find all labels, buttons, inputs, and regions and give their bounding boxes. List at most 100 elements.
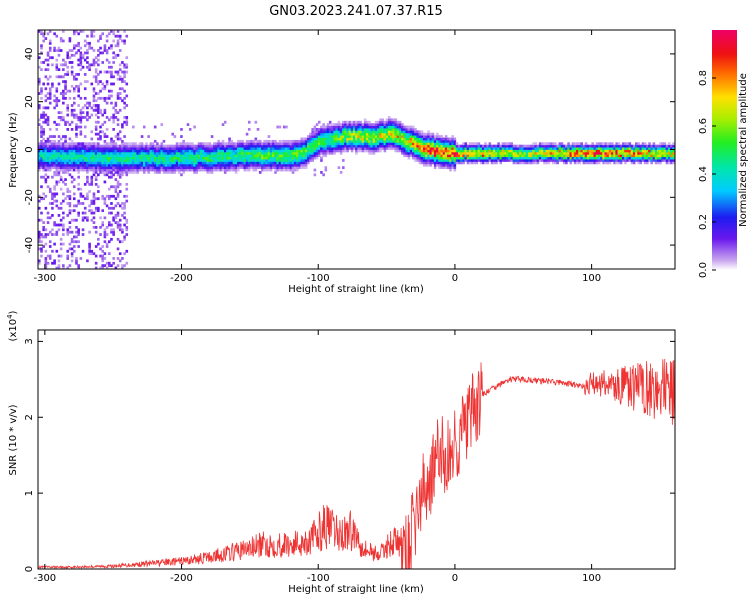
heatmap-cell xyxy=(68,161,72,165)
heatmap-cell xyxy=(479,156,483,160)
heatmap-cell xyxy=(490,161,494,165)
heatmap-cell xyxy=(239,159,242,162)
heatmap-cell xyxy=(562,154,566,158)
heatmap-cell xyxy=(254,159,258,162)
heatmap-cell xyxy=(140,147,144,150)
heatmap-cell xyxy=(545,147,548,150)
heatmap-cell xyxy=(83,166,87,170)
heatmap-cell xyxy=(320,156,323,160)
heatmap-cell xyxy=(289,142,293,146)
heatmap-cell xyxy=(293,139,297,143)
heatmap-cell xyxy=(289,163,293,167)
heatmap-cell xyxy=(652,149,656,153)
heatmap-cell xyxy=(129,147,133,150)
heatmap-cell xyxy=(648,151,651,155)
heatmap-cell xyxy=(149,144,153,148)
x-tick-label: 0 xyxy=(452,273,458,284)
heatmap-cell xyxy=(55,151,59,155)
heatmap-cell xyxy=(545,154,548,158)
heatmap-cell xyxy=(541,144,544,148)
heatmap-cell xyxy=(311,127,314,131)
heatmap-cell xyxy=(372,125,376,129)
heatmap-cell xyxy=(48,135,52,138)
heatmap-cell xyxy=(460,149,463,153)
heatmap-cell xyxy=(652,144,656,148)
heatmap-cell xyxy=(473,144,476,148)
heatmap-cell xyxy=(107,151,111,155)
heatmap-cell xyxy=(57,259,61,263)
heatmap-cell xyxy=(374,147,378,150)
heatmap-cell xyxy=(107,147,111,150)
heatmap-cell xyxy=(427,154,430,158)
heatmap-cell xyxy=(118,225,122,229)
heatmap-cell xyxy=(245,163,249,167)
heatmap-cell xyxy=(418,159,422,162)
heatmap-cell xyxy=(64,96,67,100)
heatmap-cell xyxy=(92,34,96,38)
heatmap-cell xyxy=(379,125,382,129)
heatmap-cell xyxy=(101,123,105,126)
heatmap-cell xyxy=(247,168,251,172)
heatmap-cell xyxy=(116,147,120,150)
heatmap-cell xyxy=(337,166,341,170)
heatmap-cell xyxy=(132,154,135,158)
heatmap-cell xyxy=(407,156,411,160)
heatmap-cell xyxy=(298,161,301,165)
heatmap-cell xyxy=(368,135,371,138)
heatmap-cell xyxy=(53,139,56,143)
heatmap-cell xyxy=(121,228,124,232)
heatmap-cell xyxy=(90,211,94,215)
heatmap-cell xyxy=(97,137,100,141)
heatmap-cell xyxy=(274,168,277,172)
heatmap-cell xyxy=(468,156,472,160)
heatmap-cell xyxy=(62,166,65,170)
heatmap-cell xyxy=(289,139,293,143)
heatmap-cell xyxy=(118,218,122,222)
heatmap-cell xyxy=(418,156,422,160)
heatmap-cell xyxy=(38,199,41,203)
heatmap-cell xyxy=(289,159,293,162)
heatmap-cell xyxy=(90,144,94,148)
heatmap-cell xyxy=(396,135,400,138)
heatmap-cell xyxy=(453,168,457,172)
heatmap-cell xyxy=(256,149,260,153)
heatmap-cell xyxy=(473,154,476,158)
heatmap-cell xyxy=(99,70,102,74)
heatmap-cell xyxy=(125,182,129,186)
heatmap-cell xyxy=(59,39,63,43)
heatmap-cell xyxy=(490,147,494,150)
heatmap-cell xyxy=(75,225,78,229)
heatmap-cell xyxy=(97,190,100,193)
snr-series-line xyxy=(38,358,675,569)
heatmap-cell xyxy=(322,149,325,153)
heatmap-cell xyxy=(118,175,122,179)
heatmap-cell xyxy=(162,159,166,162)
heatmap-cell xyxy=(51,166,54,170)
heatmap-cell xyxy=(313,173,317,177)
heatmap-cell xyxy=(94,92,98,95)
heatmap-cell xyxy=(51,151,54,155)
heatmap-cell xyxy=(51,154,54,158)
heatmap-cell xyxy=(48,75,52,79)
heatmap-cell xyxy=(302,163,306,167)
heatmap-cell xyxy=(626,144,629,148)
heatmap-cell xyxy=(202,166,205,170)
heatmap-cell xyxy=(77,230,80,234)
heatmap-cell xyxy=(68,225,72,229)
heatmap-cell xyxy=(589,161,592,165)
heatmap-cell xyxy=(556,159,559,162)
heatmap-cell xyxy=(516,151,520,155)
heatmap-cell xyxy=(191,154,194,158)
heatmap-cell xyxy=(355,130,358,134)
heatmap-cell xyxy=(387,142,391,146)
heatmap-cell xyxy=(363,149,367,153)
heatmap-cell xyxy=(116,144,120,148)
heatmap-cell xyxy=(593,144,597,148)
heatmap-cell xyxy=(420,142,424,146)
heatmap-cell xyxy=(346,147,349,150)
heatmap-cell xyxy=(637,154,640,158)
heatmap-cell xyxy=(180,127,183,131)
heatmap-cell xyxy=(86,166,89,170)
heatmap-cell xyxy=(495,154,498,158)
heatmap-cell xyxy=(521,159,524,162)
